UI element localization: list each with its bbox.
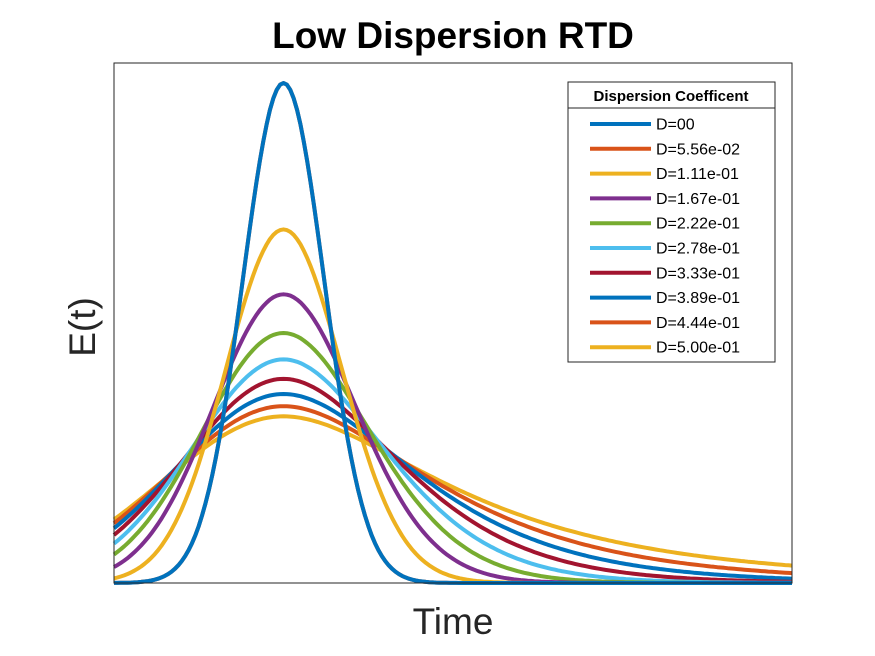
legend-label-6: D=2.78e-01 [656, 241, 740, 258]
legend-label-8: D=3.89e-01 [656, 290, 740, 307]
legend-title: Dispersion Coefficent [593, 88, 748, 105]
x-axis-label: Time [413, 601, 494, 642]
series-line-10 [112, 414, 793, 568]
chart-title: Low Dispersion RTD [272, 15, 634, 56]
legend-label-4: D=1.67e-01 [656, 191, 740, 208]
series-line-7 [112, 376, 792, 584]
y-axis-label: E(t) [62, 297, 103, 357]
series-line-8 [112, 392, 793, 581]
legend-label-1: D=00 [656, 117, 695, 134]
legend-label-3: D=1.11e-01 [656, 166, 739, 183]
legend-label-2: D=5.56e-02 [656, 141, 740, 158]
legend-label-9: D=4.44e-01 [656, 315, 740, 332]
legend-label-5: D=2.22e-01 [656, 216, 740, 233]
legend-label-10: D=5.00e-01 [656, 340, 740, 357]
axes-box [113, 62, 793, 584]
series-line-9 [112, 404, 793, 576]
legend-label-7: D=3.33e-01 [656, 265, 740, 282]
legend-entries: D=00 D=5.56e-02 D=1.11e-01 D=1.67e-01 D=2.22… [590, 117, 740, 357]
legend: Dispersion Coefficent D=00 D=5.56e-02 D=1.… [567, 81, 776, 363]
